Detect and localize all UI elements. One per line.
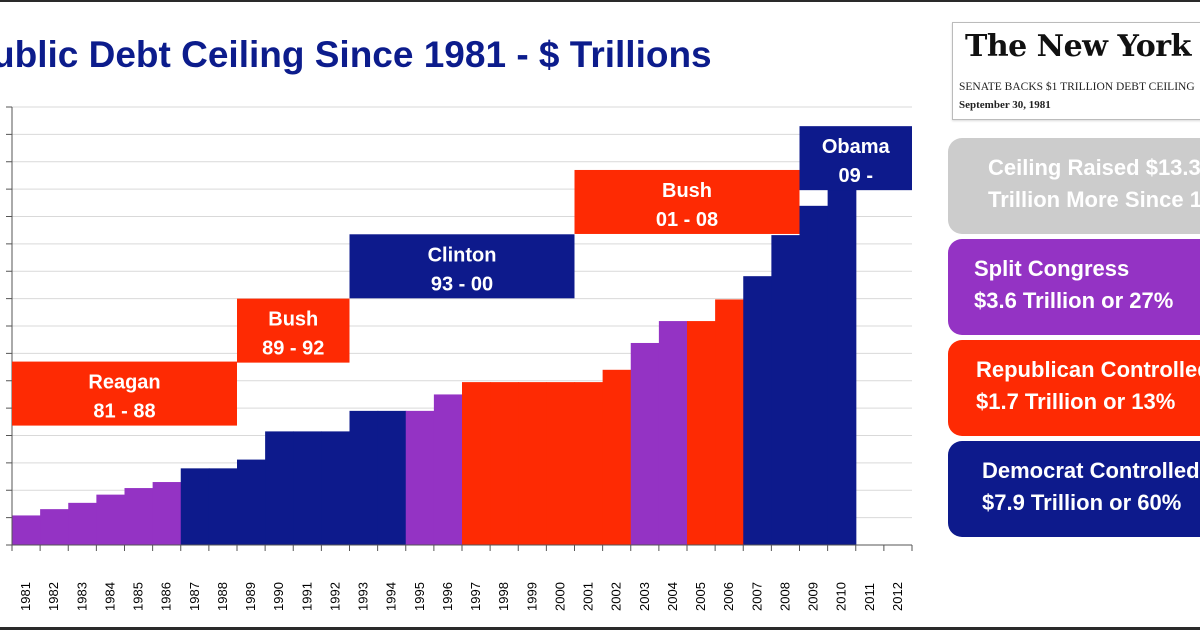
era-box-reagan [12,361,237,426]
presidential-eras: Reagan 81 - 88 Bush 89 - 92 Clinton 93 - 00 Bu… [12,126,912,426]
step-bar-2001 [574,382,604,545]
x-tick-label-1987: 1987 [187,582,202,611]
x-tick-label-1998: 1998 [496,582,511,611]
step-bar-1997 [462,382,491,545]
legend-split-line1: Split Congress [974,256,1130,281]
step-bar-1984 [96,494,126,545]
step-bar-1999 [518,382,547,545]
step-bar-1993 [349,410,379,545]
step-bar-1991 [293,431,322,545]
step-bar-2005 [687,321,716,545]
x-tick-label-2006: 2006 [721,582,736,611]
step-bar-1989 [237,459,266,545]
legend-republican-line1: Republican Controlled [976,357,1200,382]
x-tick-label-1983: 1983 [74,582,89,611]
step-bar-2002 [602,369,632,545]
era-years-bush1: 89 - 92 [262,338,324,360]
era-box-bush1 [237,298,350,363]
x-tick-label-1988: 1988 [215,582,230,611]
step-bar-1996 [433,394,463,545]
step-bar-1990 [265,431,294,545]
step-bar-1986 [152,482,182,545]
legend-democrat-controlled: Democrat Controlled $7.9 Trillion or 60% [948,441,1200,537]
x-tick-label-1984: 1984 [102,582,117,611]
step-bar-2006 [715,299,744,545]
newspaper-clipping: The New York Times SENATE BACKS $1 TRILL… [952,22,1200,120]
x-tick-label-1990: 1990 [271,582,286,611]
era-name-bush1: Bush [268,309,318,331]
newspaper-date: September 30, 1981 [959,99,1051,111]
legend-split-line2: $3.6 Trillion or 27% [974,288,1174,313]
step-bar-2000 [546,382,576,545]
x-tick-label-1981: 1981 [18,582,33,611]
step-bar-1985 [124,488,154,545]
step-bar-2003 [630,342,660,545]
x-tick-label-1991: 1991 [299,582,314,611]
legend-republican-controlled: Republican Controlled $1.7 Trillion or 1… [948,340,1200,436]
x-tick-label-1989: 1989 [243,582,258,611]
era-name-obama: Obama [822,136,891,158]
legend-total-line2: Trillion More Since 1981 [988,187,1200,212]
x-tick-label-1995: 1995 [412,582,427,611]
step-bar-2008 [771,235,801,546]
x-tick-label-2012: 2012 [890,582,905,611]
x-tick-label-1997: 1997 [468,582,483,611]
x-tick-label-2002: 2002 [609,582,624,611]
step-bar-1983 [68,502,97,545]
legend-democrat-line1: Democrat Controlled [982,458,1200,483]
era-years-clinton: 93 - 00 [431,273,493,295]
era-box-bush2 [574,169,800,234]
x-tick-label-2007: 2007 [749,582,764,611]
x-tick-label-1986: 1986 [159,582,174,611]
era-years-obama: 09 - [839,165,873,187]
step-bar-2009 [799,205,829,546]
x-tick-label-2009: 2009 [806,582,821,611]
era-years-bush2: 01 - 08 [656,209,718,231]
x-tick-label-1982: 1982 [46,582,61,611]
newspaper-headline: SENATE BACKS $1 TRILLION DEBT CEILING [959,81,1195,93]
debt-ceiling-chart: 1981 1982 1983 1984 1985 1986 1987 1988 1989 1990… [6,106,913,611]
x-tick-label-2011: 2011 [862,583,877,611]
era-years-reagan: 81 - 88 [93,401,155,423]
x-tick-label-1985: 1985 [131,582,146,611]
step-bar-1988 [208,468,238,545]
x-tick-label-2003: 2003 [637,582,652,611]
step-bar-2010 [827,153,857,545]
x-tick-label-2000: 2000 [552,582,567,611]
legend-total-raised: Ceiling Raised $13.3 Trillion More Since… [948,138,1200,234]
step-bar-1998 [490,382,519,545]
x-tick-label-2001: 2001 [581,582,596,611]
x-tick-label-2008: 2008 [777,582,792,611]
axes: 1981 1982 1983 1984 1985 1986 1987 1988 1989 1990… [6,106,913,611]
x-tick-label-2004: 2004 [665,582,680,611]
step-bar-1981 [12,515,41,545]
era-name-reagan: Reagan [88,372,160,394]
debt-ceiling-steps [12,153,857,546]
step-bar-1994 [377,410,407,545]
era-box-clinton [349,234,575,299]
step-bar-2004 [658,321,688,545]
legend-split-congress: Split Congress $3.6 Trillion or 27% [948,239,1200,335]
step-bar-1995 [405,410,435,545]
newspaper-logo: The New York Times [965,29,1200,64]
step-bar-1992 [321,431,351,545]
step-bar-1987 [180,468,210,545]
x-tick-label-2005: 2005 [693,582,708,611]
x-tick-label-1999: 1999 [524,582,539,611]
x-tick-label-2010: 2010 [834,582,849,611]
x-tick-label-1992: 1992 [327,582,342,611]
legend-democrat-line2: $7.9 Trillion or 60% [982,490,1182,515]
chart-title: ublic Debt Ceiling Since 1981 - $ Trilli… [0,34,712,75]
x-tick-label-1996: 1996 [440,582,455,611]
legend-total-line1: Ceiling Raised $13.3 [988,155,1200,180]
era-name-clinton: Clinton [428,244,497,266]
x-tick-label-1994: 1994 [384,582,399,611]
step-bar-1982 [40,509,69,545]
x-tick-label-1993: 1993 [356,582,371,611]
legend-republican-line2: $1.7 Trillion or 13% [976,389,1176,414]
step-bar-2007 [743,276,772,545]
era-box-obama [799,126,912,191]
era-name-bush2: Bush [662,180,712,202]
